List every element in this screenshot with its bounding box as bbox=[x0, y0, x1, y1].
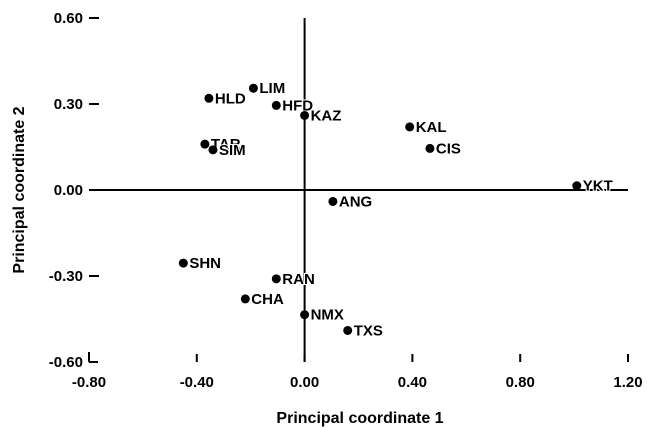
point-marker bbox=[208, 145, 218, 155]
point-marker bbox=[405, 122, 415, 132]
y-tick-label: 0.00 bbox=[54, 182, 83, 199]
point-label: RAN bbox=[282, 271, 315, 288]
point-label: CHA bbox=[251, 291, 284, 308]
x-axis-title: Principal coordinate 1 bbox=[276, 410, 443, 427]
data-point-ang: ANG bbox=[328, 192, 373, 211]
point-marker bbox=[240, 294, 250, 304]
data-point-cha: CHA bbox=[240, 290, 285, 309]
point-label: KAL bbox=[416, 119, 447, 136]
data-point-txs: TXS bbox=[343, 321, 384, 340]
y-tick-label: 0.30 bbox=[54, 96, 83, 113]
data-point-kaz: KAZ bbox=[300, 106, 342, 125]
point-marker bbox=[425, 143, 435, 153]
data-point-ykt: YKT bbox=[572, 177, 614, 196]
data-point-kal: KAL bbox=[405, 118, 448, 137]
point-marker bbox=[178, 258, 188, 268]
data-point-nmx: NMX bbox=[300, 306, 345, 325]
point-label: KAZ bbox=[311, 107, 342, 124]
point-label: HLD bbox=[215, 90, 246, 107]
y-axis-title: Principal coordinate 2 bbox=[11, 106, 28, 273]
point-label: TAR bbox=[211, 136, 241, 153]
point-label: LIM bbox=[259, 80, 285, 97]
data-point-sim: SIM bbox=[208, 141, 247, 160]
point-marker bbox=[204, 93, 214, 103]
point-label: ANG bbox=[339, 193, 372, 210]
point-marker bbox=[300, 110, 310, 120]
point-marker bbox=[271, 274, 281, 284]
point-marker bbox=[343, 325, 353, 335]
point-label: TXS bbox=[354, 322, 383, 339]
point-label: SHN bbox=[189, 255, 221, 272]
point-label: SIM bbox=[219, 142, 246, 159]
point-label: HFD bbox=[282, 97, 313, 114]
y-axis: 0.60 0.30 0.00 -0.30 -0.60 bbox=[49, 10, 99, 371]
x-tick-label: 0.40 bbox=[398, 374, 427, 391]
point-marker bbox=[300, 310, 310, 320]
x-tick-label: -0.40 bbox=[180, 374, 214, 391]
x-tick-label: 0.00 bbox=[290, 374, 319, 391]
data-point-shn: SHN bbox=[178, 254, 222, 273]
data-point-hld: HLD bbox=[204, 89, 247, 108]
y-tick-label: -0.30 bbox=[49, 268, 83, 285]
point-marker bbox=[271, 100, 281, 110]
data-point-cis: CIS bbox=[425, 139, 462, 158]
data-point-hfd: HFD bbox=[271, 96, 314, 115]
point-marker bbox=[328, 196, 338, 206]
x-tick-label: 0.80 bbox=[506, 374, 535, 391]
x-axis: -0.80 -0.40 0.00 0.40 0.80 1.20 bbox=[72, 354, 643, 391]
x-tick-label: 1.20 bbox=[613, 374, 642, 391]
point-label: NMX bbox=[311, 307, 344, 324]
point-marker bbox=[572, 181, 582, 191]
data-point-lim: LIM bbox=[248, 79, 286, 98]
zero-reference-lines bbox=[89, 18, 628, 362]
point-label: CIS bbox=[436, 140, 461, 157]
data-point-tar: TAR bbox=[200, 135, 242, 154]
point-marker bbox=[200, 139, 210, 149]
point-label: YKT bbox=[583, 178, 613, 195]
y-tick-label: -0.60 bbox=[49, 354, 83, 371]
y-tick-label: 0.60 bbox=[54, 10, 83, 27]
x-tick-label: -0.80 bbox=[72, 374, 106, 391]
point-marker bbox=[248, 83, 258, 93]
data-point-ran: RAN bbox=[271, 270, 316, 289]
